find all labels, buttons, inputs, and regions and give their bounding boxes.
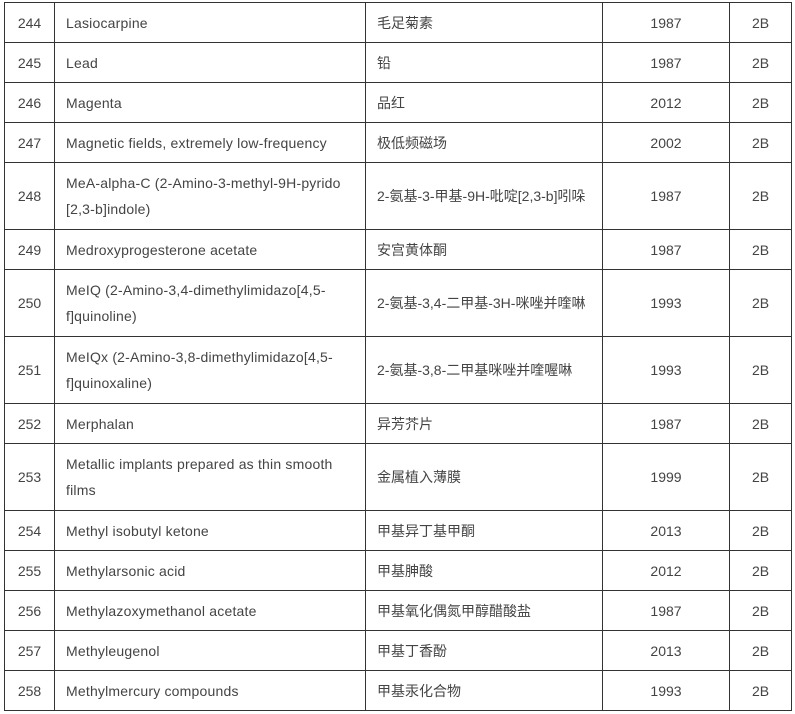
row-number: 257 [4,630,55,671]
iarc-group: 2B [729,42,792,83]
row-number: 253 [4,443,55,511]
table-row: 245 Lead 铅 1987 2B [4,42,792,83]
evaluation-year: 2012 [602,82,730,123]
table-row: 246 Magenta 品红 2012 2B [4,82,792,123]
english-name: Magnetic fields, extremely low-frequency [54,122,366,163]
chinese-name: 金属植入薄膜 [365,443,603,511]
row-number: 246 [4,82,55,123]
iarc-group: 2B [729,403,792,444]
row-number: 250 [4,269,55,337]
chinese-name: 2-氨基-3-甲基-9H-吡啶[2,3-b]吲哚 [365,162,603,230]
chinese-name: 甲基氧化偶氮甲醇醋酸盐 [365,590,603,631]
table-row: 248 MeA-alpha-C (2-Amino-3-methyl-9H-pyri… [4,162,792,230]
english-name: MeA-alpha-C (2-Amino-3-methyl-9H-pyrido … [54,162,366,230]
chinese-name: 2-氨基-3,4-二甲基-3H-咪唑并喹啉 [365,269,603,337]
evaluation-year: 2013 [602,510,730,551]
evaluation-year: 1993 [602,670,730,711]
chinese-name: 铅 [365,42,603,83]
iarc-group: 2B [729,269,792,337]
evaluation-year: 1987 [602,2,730,43]
chinese-name: 安宫黄体酮 [365,229,603,270]
table-row: 250 MeIQ (2-Amino-3,4-dimethylimidazo[4,5… [4,269,792,337]
table-row: 255 Methylarsonic acid 甲基胂酸 2012 2B [4,550,792,591]
english-name: Methylarsonic acid [54,550,366,591]
evaluation-year: 2012 [602,550,730,591]
table-row: 256 Methylazoxymethanol acetate 甲基氧化偶氮甲醇醋酸… [4,590,792,631]
iarc-group: 2B [729,229,792,270]
chinese-name: 甲基异丁基甲酮 [365,510,603,551]
english-name: Methylazoxymethanol acetate [54,590,366,631]
iarc-group: 2B [729,336,792,404]
table-row: 253 Metallic implants prepared as thin sm… [4,443,792,511]
iarc-group: 2B [729,510,792,551]
row-number: 244 [4,2,55,43]
row-number: 248 [4,162,55,230]
english-name: MeIQx (2-Amino-3,8-dimethylimidazo[4,5-f… [54,336,366,404]
iarc-group: 2B [729,2,792,43]
table-row: 251 MeIQx (2-Amino-3,8-dimethylimidazo[4,… [4,336,792,404]
table-row: 249 Medroxyprogesterone acetate 安宫黄体酮 1987 2… [4,229,792,270]
table-row: 247 Magnetic fields, extremely low-freque… [4,122,792,163]
english-name: Lasiocarpine [54,2,366,43]
english-name: Lead [54,42,366,83]
row-number: 245 [4,42,55,83]
english-name: Metallic implants prepared as thin smoot… [54,443,366,511]
carcinogen-table: 244 Lasiocarpine 毛足菊素 1987 2B 245 Lead 铅 1987 2B 2… [4,2,792,711]
table-row: 254 Methyl isobutyl ketone 甲基异丁基甲酮 2013 2B [4,510,792,551]
row-number: 249 [4,229,55,270]
english-name: Methyl isobutyl ketone [54,510,366,551]
row-number: 256 [4,590,55,631]
iarc-group: 2B [729,550,792,591]
row-number: 247 [4,122,55,163]
table-row: 258 Methylmercury compounds 甲基汞化合物 1993 2B [4,670,792,711]
row-number: 252 [4,403,55,444]
evaluation-year: 1987 [602,42,730,83]
row-number: 254 [4,510,55,551]
evaluation-year: 1999 [602,443,730,511]
english-name: Methylmercury compounds [54,670,366,711]
table-row: 252 Merphalan 异芳芥片 1987 2B [4,403,792,444]
table-row: 244 Lasiocarpine 毛足菊素 1987 2B [4,2,792,43]
chinese-name: 毛足菊素 [365,2,603,43]
chinese-name: 甲基汞化合物 [365,670,603,711]
iarc-group: 2B [729,670,792,711]
row-number: 255 [4,550,55,591]
evaluation-year: 1987 [602,162,730,230]
row-number: 251 [4,336,55,404]
english-name: Magenta [54,82,366,123]
iarc-group: 2B [729,122,792,163]
chinese-name: 甲基丁香酚 [365,630,603,671]
row-number: 258 [4,670,55,711]
english-name: Merphalan [54,403,366,444]
chinese-name: 异芳芥片 [365,403,603,444]
iarc-group: 2B [729,630,792,671]
chinese-name: 品红 [365,82,603,123]
english-name: MeIQ (2-Amino-3,4-dimethylimidazo[4,5-f]… [54,269,366,337]
evaluation-year: 1987 [602,590,730,631]
iarc-group: 2B [729,443,792,511]
chinese-name: 极低频磁场 [365,122,603,163]
chinese-name: 甲基胂酸 [365,550,603,591]
english-name: Methyleugenol [54,630,366,671]
evaluation-year: 1987 [602,229,730,270]
english-name: Medroxyprogesterone acetate [54,229,366,270]
chinese-name: 2-氨基-3,8-二甲基咪唑并喹喔啉 [365,336,603,404]
evaluation-year: 2002 [602,122,730,163]
iarc-group: 2B [729,82,792,123]
iarc-group: 2B [729,590,792,631]
evaluation-year: 1987 [602,403,730,444]
evaluation-year: 1993 [602,269,730,337]
iarc-group: 2B [729,162,792,230]
evaluation-year: 2013 [602,630,730,671]
table-row: 257 Methyleugenol 甲基丁香酚 2013 2B [4,630,792,671]
evaluation-year: 1993 [602,336,730,404]
